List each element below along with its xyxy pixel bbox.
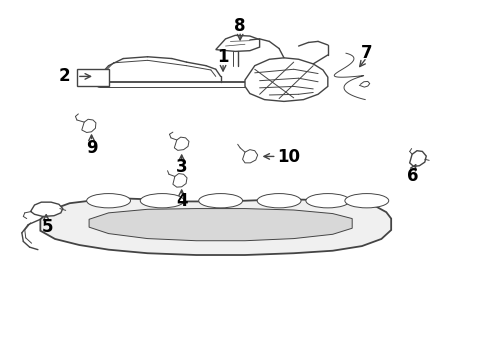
Text: 2: 2 <box>59 67 71 85</box>
Polygon shape <box>216 35 260 51</box>
Text: 7: 7 <box>361 44 372 62</box>
Ellipse shape <box>257 194 301 208</box>
Polygon shape <box>173 174 187 187</box>
Bar <box>77 69 109 86</box>
Polygon shape <box>40 199 391 255</box>
Ellipse shape <box>87 194 130 208</box>
Text: 5: 5 <box>42 218 53 236</box>
Text: 9: 9 <box>86 139 98 157</box>
Polygon shape <box>410 151 426 166</box>
Ellipse shape <box>140 194 184 208</box>
Polygon shape <box>89 208 352 241</box>
Polygon shape <box>174 137 189 150</box>
Text: 8: 8 <box>234 17 246 35</box>
Text: 10: 10 <box>277 148 300 166</box>
Text: 4: 4 <box>176 193 188 211</box>
Ellipse shape <box>199 194 243 208</box>
Text: 6: 6 <box>407 167 419 185</box>
Ellipse shape <box>345 194 389 208</box>
Polygon shape <box>245 58 328 102</box>
Polygon shape <box>243 150 258 163</box>
Text: 1: 1 <box>218 48 229 66</box>
Polygon shape <box>30 202 63 216</box>
Text: 3: 3 <box>176 158 188 176</box>
Polygon shape <box>82 119 96 132</box>
Ellipse shape <box>306 194 350 208</box>
